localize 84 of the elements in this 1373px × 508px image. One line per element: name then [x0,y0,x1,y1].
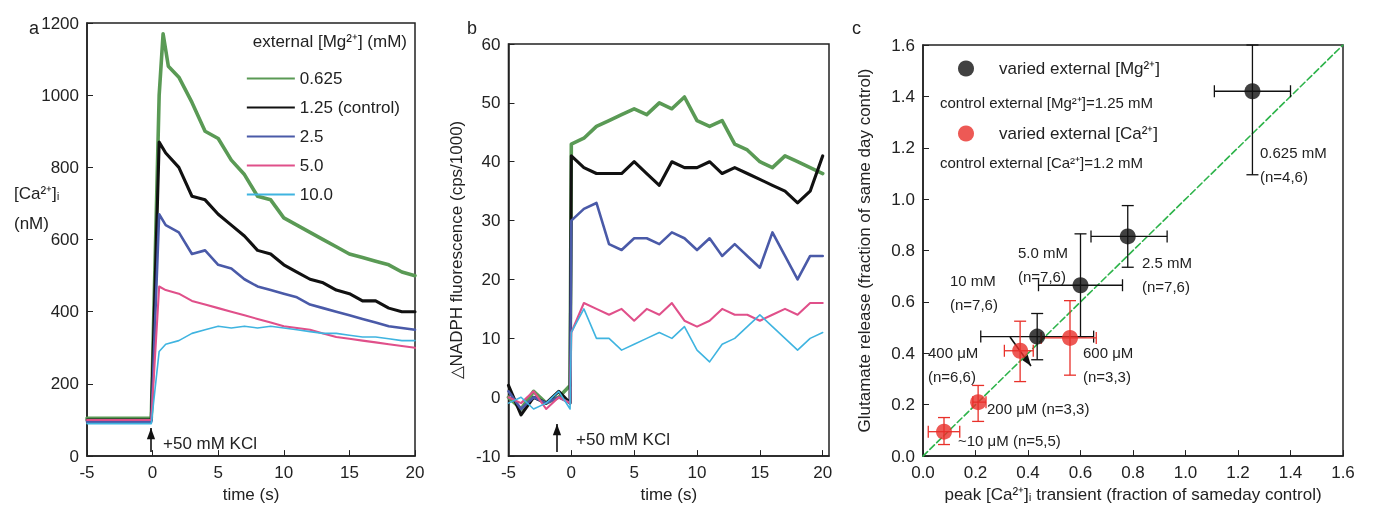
line-series [85,285,417,422]
x-tick-label: 0 [147,463,158,483]
y-tick-label: 30 [481,211,501,231]
legend-label: 2.5 [299,127,324,146]
x-tick-label: 5 [213,463,223,483]
x-tick-label: 0.6 [1068,463,1093,483]
x-tick-label: -5 [500,463,517,483]
legend-label: 5.0 [299,156,324,175]
x-tick-label: 20 [405,463,425,483]
y-tick-label: 1.2 [891,138,915,158]
annotation: 600 μM (n=3,3) [1083,343,1134,385]
annotation: +50 mM KCl [576,429,670,449]
x-tick-label: 0 [566,463,577,483]
x-tick-label: 20 [813,463,833,483]
y-axis-title: △NADPH fluorescence (cps/1000) [447,120,466,380]
x-axis-title: time (s) [222,485,280,504]
y-tick-label: -10 [475,446,501,466]
x-tick-label: 10 [274,463,294,483]
x-tick-label: 5 [629,463,639,483]
legend-label: 0.625 [299,69,343,88]
y-axis-title: Glutamate release (fraction of same day control) [855,68,874,433]
y-tick-label: 50 [481,93,501,113]
x-tick-label: 1.0 [1173,463,1198,483]
annotation: 0.625 mM (n=4,6) [1260,143,1327,185]
annotation: 2.5 mM (n=7,6) [1142,253,1193,295]
y-tick-label: 1.0 [891,189,915,209]
x-tick-label: -5 [79,463,95,483]
y-tick-label: 0.8 [891,241,915,261]
chart-title: b [467,18,478,38]
point [1062,329,1078,346]
annotation: 5.0 mM (n=7,6) [1018,243,1069,285]
point [1072,277,1089,294]
y-tick-label: 0 [491,387,501,407]
y-tick-label: 400 [50,302,79,322]
point [936,423,952,440]
legend-label: 10.0 [299,185,333,204]
legend-label: 1.25 (control) [299,98,401,117]
line-series [85,212,417,424]
y-tick-label: 200 [50,374,79,394]
x-tick-label: 1.6 [1331,463,1355,483]
chart-title: a [29,18,40,38]
x-tick-label: 0.4 [1016,463,1040,483]
annotation: ~10 μM (n=5,5) [958,431,1061,449]
y-tick-label: 0.6 [891,292,915,312]
y-tick-label: 1000 [41,85,79,105]
point [1119,228,1136,245]
x-axis-title: time (s) [640,485,698,504]
x-tick-label: 15 [339,463,359,483]
chart-title: c [852,18,861,38]
y-tick-label: 0.4 [891,343,915,363]
x-tick-label: 1.4 [1278,463,1303,483]
x-tick-label: 10 [687,463,707,483]
y-axis-title: [Ca²⁺]ᵢ (nM) [14,183,60,233]
line-series [86,325,416,425]
x-tick-label: 0.8 [1121,463,1145,483]
y-tick-label: 0.2 [891,395,915,415]
y-tick-label: 1200 [41,13,79,33]
annotation: 400 μM (n=6,6) [928,343,979,385]
legend-label: varied external [Mg²⁺] [999,59,1160,78]
y-tick-label: 1.4 [891,86,915,106]
x-tick-label: 0.0 [911,463,935,483]
annotation: 200 μM (n=3,3) [987,399,1090,417]
y-tick-label: 0 [69,446,79,466]
y-tick-label: 800 [50,157,79,177]
y-tick-label: 1.6 [891,35,915,55]
y-tick-label: 600 [50,230,79,250]
y-tick-label: 40 [481,152,501,172]
y-tick-label: 0.0 [891,446,915,466]
y-tick-label: 20 [481,269,501,289]
annotation: +50 mM KCl [163,433,257,453]
annotation: 10 mM (n=7,6) [950,271,998,313]
point [1029,328,1046,345]
legend-label: varied external [Ca²⁺] [999,124,1159,143]
y-tick-label: 10 [481,328,501,348]
x-tick-label: 1.2 [1226,463,1250,483]
point [1012,342,1029,359]
annotation: control external [Mg²⁺]=1.25 mM [940,93,1154,111]
legend-title: external [Mg²⁺] (mM) [252,32,407,51]
point [1244,83,1261,100]
y-tick-label: 60 [481,34,501,54]
x-tick-label: 15 [750,463,770,483]
x-axis-title: peak [Ca²⁺]ᵢ transient (fraction of sameday control) [944,485,1322,504]
x-tick-label: 0.2 [963,463,988,483]
annotation: control external [Ca²⁺]=1.2 mM [940,153,1143,171]
